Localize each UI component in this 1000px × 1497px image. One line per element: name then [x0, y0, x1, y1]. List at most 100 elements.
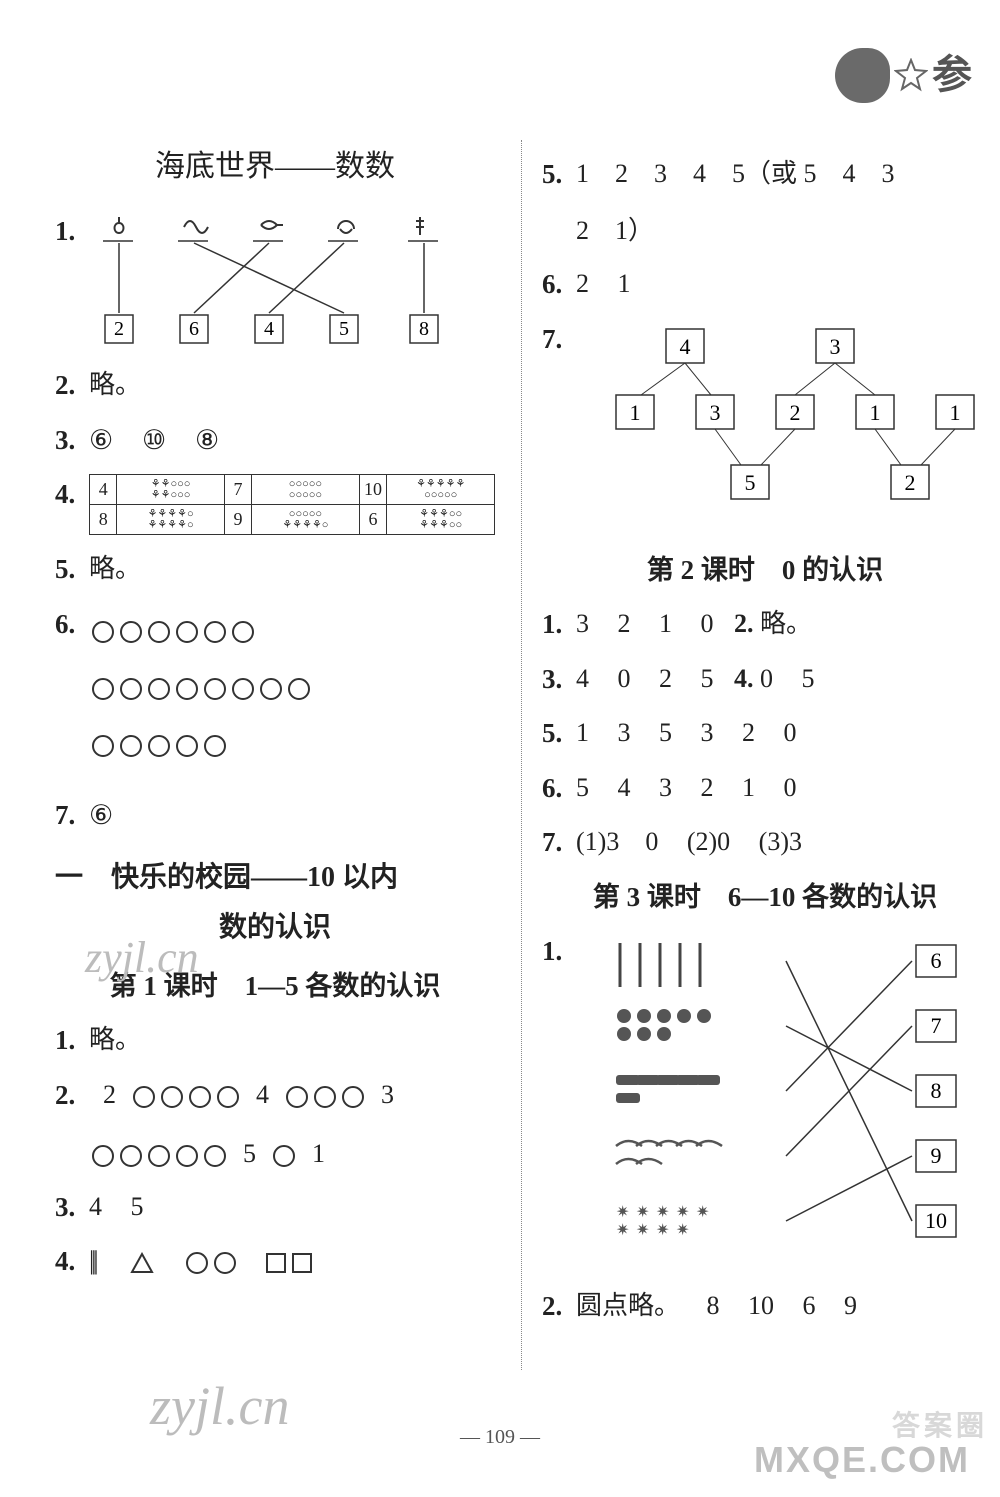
- svg-text:✷: ✷: [636, 1222, 649, 1239]
- l3-q1: 1. ✷✷✷✷✷✷✷✷✷678910: [542, 931, 988, 1272]
- q6-body: [89, 604, 495, 781]
- q-number: 4.: [55, 1241, 89, 1282]
- l2-q5: 5. 1 3 5 3 2 0: [542, 713, 988, 754]
- v: 5: [131, 1192, 144, 1221]
- r-q7: 7. 413321152: [542, 319, 988, 536]
- cell: 7: [224, 475, 251, 505]
- circles-pair: [183, 1246, 239, 1275]
- svg-text:5: 5: [745, 470, 756, 495]
- v: 0: [784, 773, 797, 802]
- svg-text:✷: ✷: [616, 1222, 629, 1239]
- svg-text:5: 5: [339, 318, 349, 340]
- v: 4: [576, 664, 589, 693]
- v: 3: [659, 773, 672, 802]
- l3q2-body: 圆点略。 8 10 6 9: [576, 1286, 988, 1325]
- q-number: 3.: [542, 659, 576, 700]
- l2-q3: 3. 4 0 2 5 4. 0 5: [542, 659, 988, 700]
- l1q4-body: |||: [89, 1241, 495, 1280]
- q1-body: 2 6 4 5 8: [89, 211, 495, 351]
- cell-pattern: ⚘⚘⚘⚘○⚘⚘⚘⚘○: [117, 505, 224, 535]
- v: 9: [844, 1291, 857, 1320]
- left-q6: 6.: [55, 604, 495, 781]
- q-number: 2.: [55, 365, 89, 406]
- left-q7: 7. ⑥: [55, 795, 495, 836]
- q-number: 3.: [55, 420, 89, 461]
- v: 0: [618, 664, 631, 693]
- l3q1-body: ✷✷✷✷✷✷✷✷✷678910: [576, 931, 988, 1272]
- v: (2)0: [687, 827, 730, 856]
- left-q1: 1. 2 6 4 5 8: [55, 211, 495, 351]
- q4-body: 4 ⚘⚘○○○⚘⚘○○○ 7 ○○○○○○○○○○ 10 ⚘⚘⚘⚘⚘○○○○○ …: [89, 474, 495, 535]
- left-column: 海底世界——数数 1. 26458 2. 略。 3. ⑥: [55, 140, 515, 1407]
- column-divider: [521, 140, 522, 1370]
- v: 2: [576, 269, 589, 298]
- cell-pattern: ○○○○○○○○○○: [252, 475, 359, 505]
- svg-text:4: 4: [264, 318, 274, 340]
- q-number: 3.: [55, 1187, 89, 1228]
- unit1-title: 一 快乐的校园——10 以内 数的认识: [55, 853, 495, 954]
- tally-icon: |||: [89, 1246, 96, 1275]
- cell: 4: [90, 475, 117, 505]
- svg-text:8: 8: [931, 1078, 942, 1103]
- l1-q4: 4. |||: [55, 1241, 495, 1282]
- v: 4: [89, 1192, 102, 1221]
- v: 0: [701, 609, 714, 638]
- r-q6: 6. 2 1: [542, 264, 988, 305]
- left-q2: 2. 略。: [55, 365, 495, 406]
- l2q7-parts: (1)3 0 (2)0 (3)3: [576, 822, 988, 861]
- unit1-title-line1: 一 快乐的校园——10 以内: [55, 853, 495, 903]
- l2q1-vals: 3 2 1 0: [576, 609, 720, 638]
- v: 2: [701, 773, 714, 802]
- l2q5-vals: 1 3 5 3 2 0: [576, 713, 988, 752]
- v: 3: [618, 718, 631, 747]
- q-number: 4.: [55, 474, 89, 515]
- left-q3: 3. ⑥ ⑩ ⑧: [55, 420, 495, 461]
- v: 2: [618, 609, 631, 638]
- l2-q6: 6. 5 4 3 2 1 0: [542, 768, 988, 809]
- number-tree-svg: 413321152: [576, 325, 996, 525]
- svg-text:4: 4: [680, 334, 691, 359]
- q-number: 2.: [542, 1286, 576, 1327]
- q-number: 7.: [542, 822, 576, 863]
- svg-text:3: 3: [710, 400, 721, 425]
- svg-text:7: 7: [931, 1013, 942, 1038]
- q-number: 1.: [55, 1020, 89, 1061]
- svg-text:✷: ✷: [676, 1222, 689, 1239]
- svg-text:2: 2: [114, 318, 124, 340]
- svg-text:✷: ✷: [656, 1204, 669, 1221]
- svg-text:2: 2: [905, 470, 916, 495]
- v: 2: [659, 664, 672, 693]
- svg-text:8: 8: [419, 318, 429, 340]
- q-number: 1.: [55, 211, 89, 252]
- l1-q3: 3. 4 5: [55, 1187, 495, 1228]
- q-number-inline: 4.: [734, 664, 754, 693]
- svg-text:6: 6: [189, 318, 199, 340]
- q1-matching-svg: 2 6 4 5 8: [89, 211, 469, 351]
- left-q5: 5. 略。: [55, 549, 495, 590]
- svg-text:1: 1: [870, 400, 881, 425]
- rq7-body: 413321152: [576, 325, 996, 536]
- right-column: 5. 1 2 3 4 5（或 5 4 3 2 1） 6. 2 1 7. 4133…: [528, 140, 988, 1407]
- v: 8: [707, 1291, 720, 1320]
- q3-v3: ⑧: [195, 425, 219, 455]
- l2q2-text: 略。: [760, 609, 812, 638]
- squares-pair: [263, 1246, 315, 1275]
- svg-text:✷: ✷: [696, 1204, 709, 1221]
- v: 1: [576, 718, 589, 747]
- content-columns: 海底世界——数数 1. 26458 2. 略。 3. ⑥: [55, 140, 990, 1407]
- v: (1)3 0: [576, 827, 658, 856]
- l3-q2: 2. 圆点略。 8 10 6 9: [542, 1286, 988, 1327]
- q3-values: ⑥ ⑩ ⑧: [89, 420, 495, 461]
- v: 5: [701, 664, 714, 693]
- lesson3-title: 第 3 课时 6—10 各数的认识: [542, 877, 988, 918]
- star-icon: [894, 58, 928, 92]
- l2q6-vals: 5 4 3 2 1 0: [576, 768, 988, 807]
- l2q3-body: 4 0 2 5 4. 0 5: [576, 659, 988, 698]
- header-blob-icon: [835, 48, 890, 103]
- l2q4-vals: 0 5: [760, 664, 815, 693]
- q-number: 6.: [542, 264, 576, 305]
- rq5-body: 1 2 3 4 5（或 5 4 3 2 1）: [576, 154, 988, 250]
- lesson1-title: 第 1 课时 1—5 各数的认识: [55, 966, 495, 1007]
- section-title-seaworld: 海底世界——数数: [55, 144, 495, 189]
- l1q1-text: 略。: [89, 1020, 495, 1059]
